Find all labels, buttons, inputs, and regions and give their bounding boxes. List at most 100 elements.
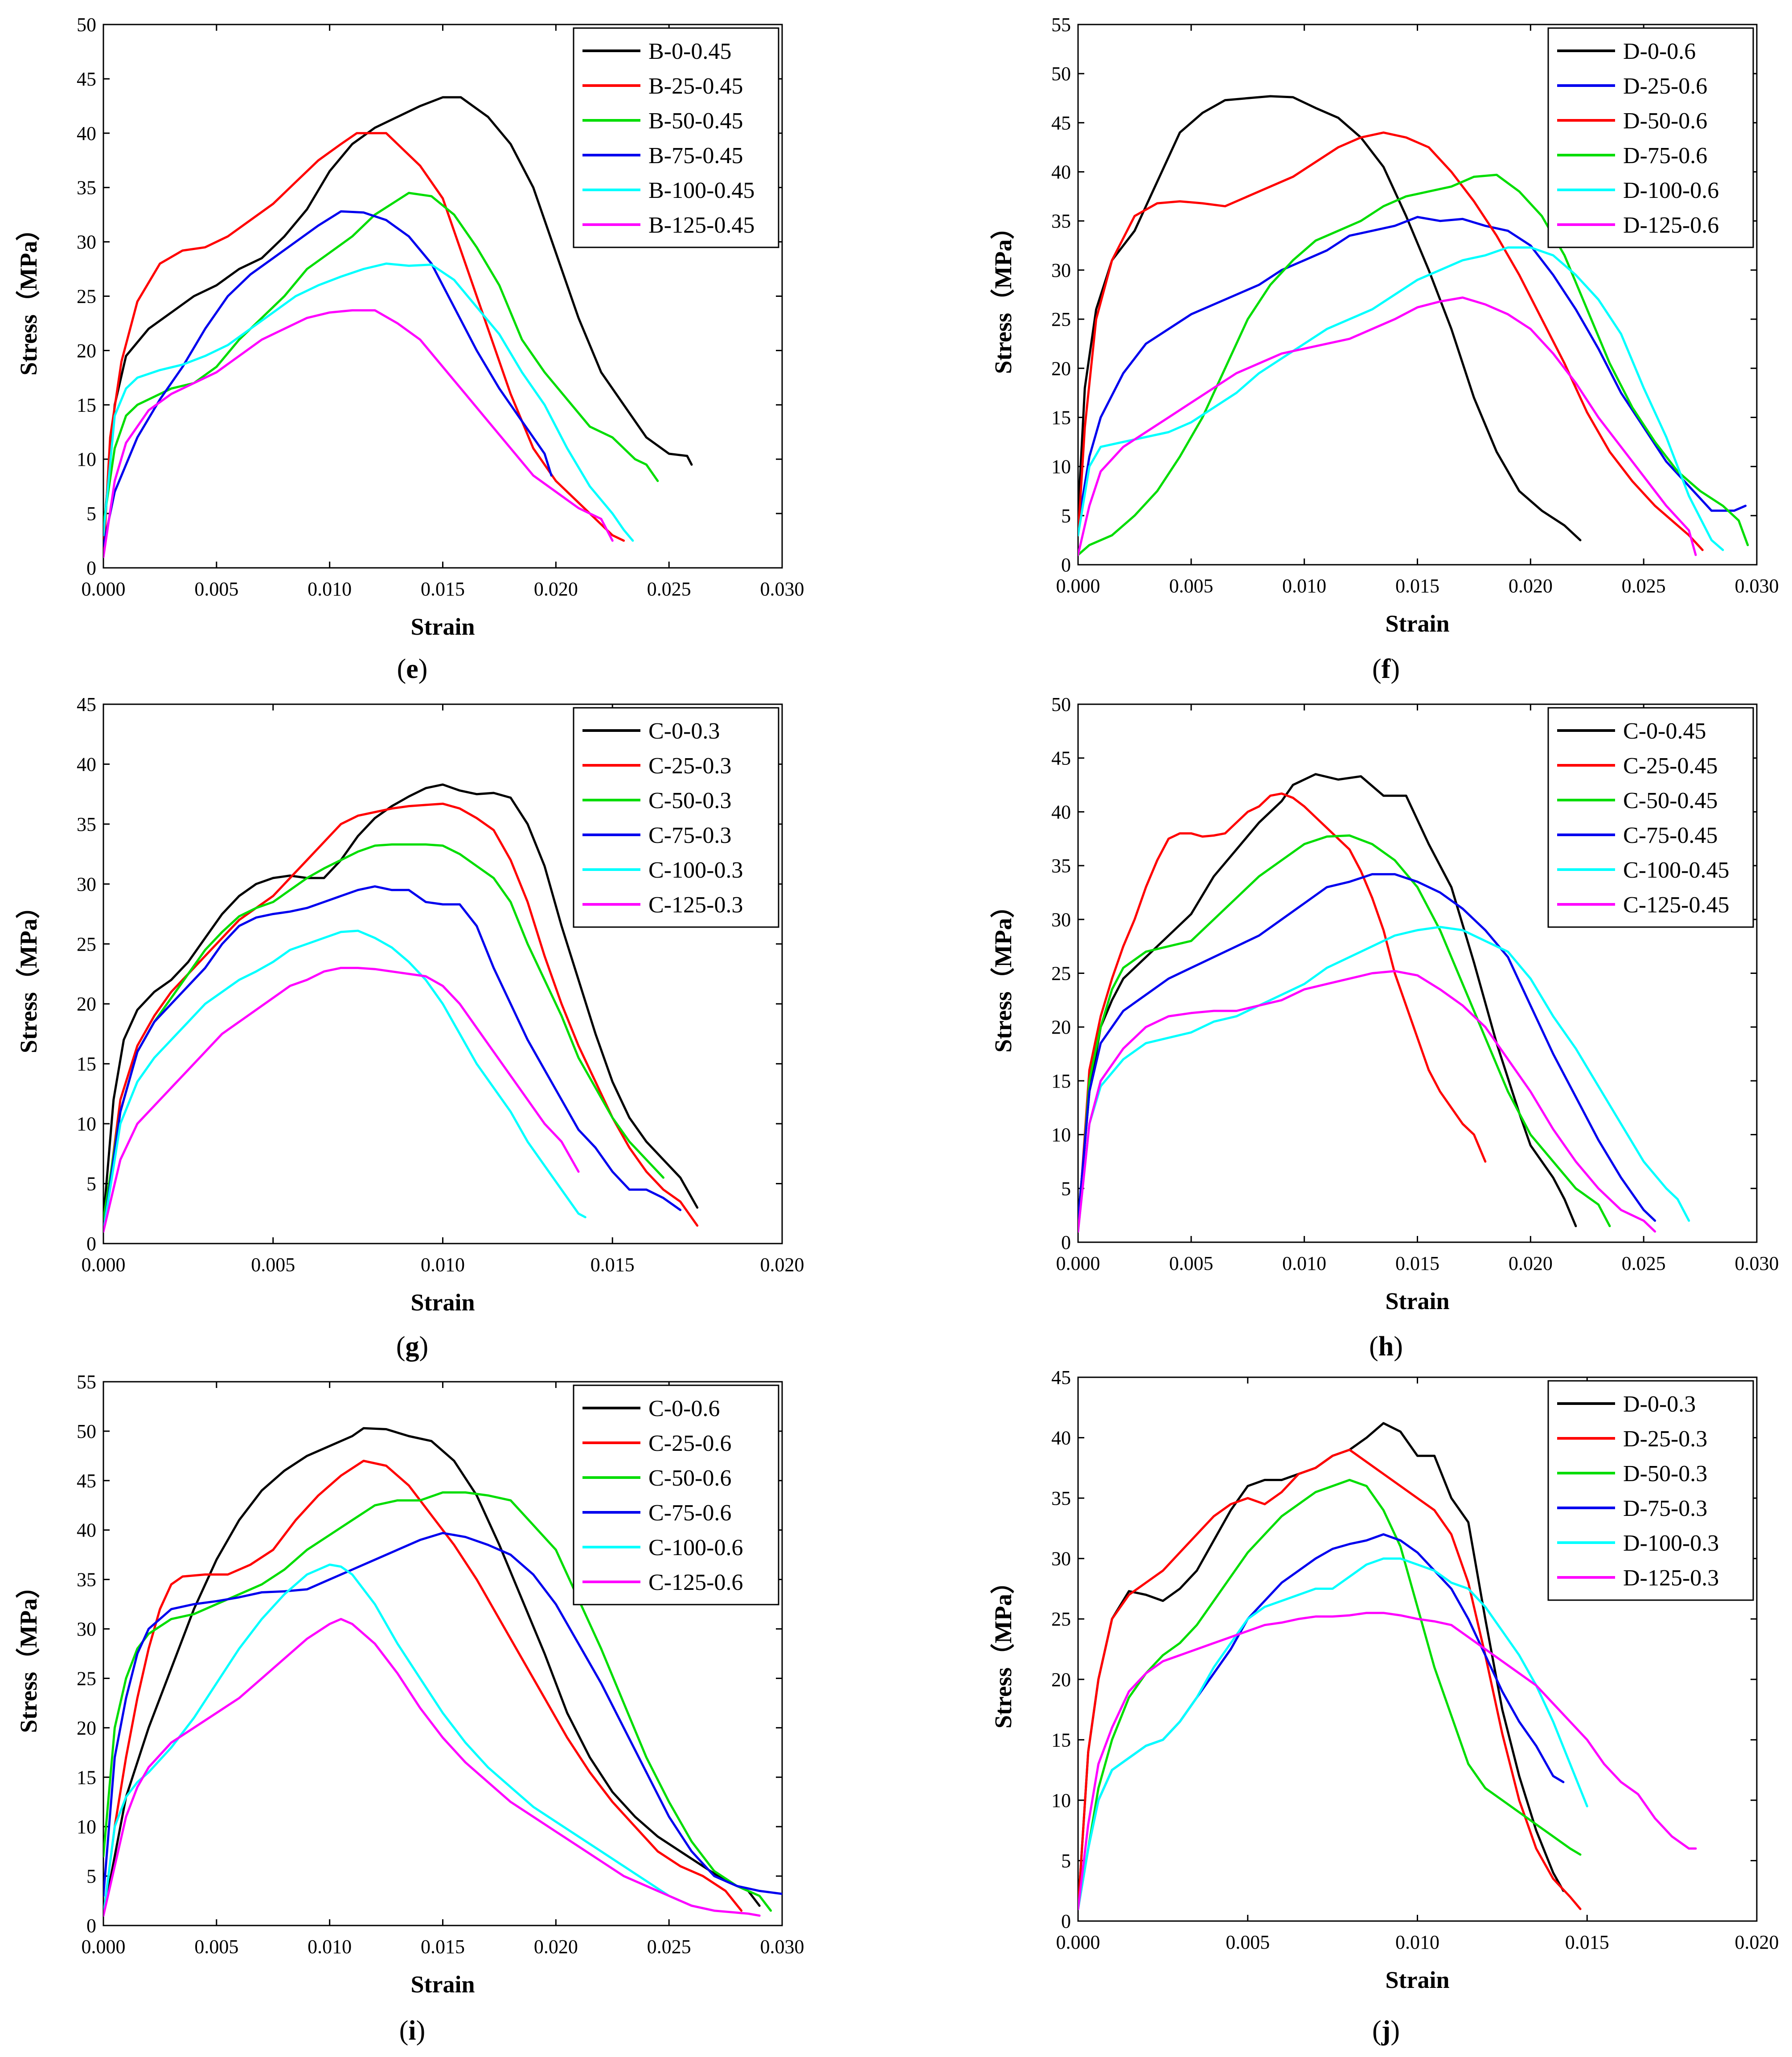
legend-label: B-0-0.45 (648, 39, 731, 64)
chart-panel-i: 0.000 0.005 0.010 0.015 0.020 0.025 0.030 0 5 10 1… (14, 1364, 804, 2024)
y-tick-label: 40 (77, 753, 96, 775)
legend-label: D-50-0.3 (1623, 1461, 1707, 1486)
y-tick-label: 45 (77, 694, 96, 715)
x-tick-label: 0.025 (1622, 1252, 1666, 1274)
y-tick-label: 55 (77, 1371, 96, 1393)
y-tick-label: 25 (77, 1667, 96, 1689)
chart-g: 0.000 0.005 0.010 0.015 0.020 0 5 10 15 20 25 30 35 4… (15, 694, 804, 1316)
series-line-C-75-0.6 (103, 1531, 782, 1897)
chart-e: 0.000 0.005 0.010 0.015 0.020 0.025 0.030 0 5 10 1… (15, 14, 804, 640)
x-tick-label: 0.005 (194, 1936, 238, 1958)
y-tick-label: 10 (77, 448, 96, 470)
legend-label: B-75-0.45 (648, 143, 743, 168)
legend-label: C-25-0.3 (648, 753, 731, 779)
x-tick-label: 0.020 (1735, 1931, 1779, 1953)
series-line-D-75-0.6 (1078, 173, 1749, 556)
legend-label: D-50-0.6 (1623, 108, 1707, 134)
series-line-C-0-0.6 (103, 1427, 761, 1917)
y-tick-label: 10 (77, 1113, 96, 1135)
y-tick-label: 20 (1051, 1016, 1071, 1038)
y-tick-label: 10 (1051, 1124, 1071, 1146)
y-tick-label: 50 (77, 14, 96, 36)
x-tick-label: 0.010 (1395, 1931, 1439, 1953)
caption-f: (f) (1372, 654, 1400, 684)
y-tick-label: 40 (77, 1519, 96, 1541)
series-group (103, 1427, 782, 1917)
x-axis-title: Strain (1385, 610, 1449, 637)
y-tick-label: 30 (1051, 1548, 1071, 1570)
y-tick-label: 45 (1051, 747, 1071, 769)
legend-label: C-50-0.3 (648, 788, 731, 813)
y-axis-title: Stress（MPa） (990, 1570, 1017, 1729)
caption-j: (j) (1372, 2016, 1400, 2046)
legend-label: C-25-0.45 (1623, 753, 1718, 779)
series-line-B-75-0.45 (103, 210, 553, 547)
series-group (1078, 95, 1749, 556)
y-tick-label: 45 (77, 1470, 96, 1492)
legend-label: D-75-0.6 (1623, 143, 1707, 168)
series-group (103, 96, 693, 558)
x-axis-title: Strain (410, 1289, 475, 1316)
x-tick-label: 0.030 (760, 578, 804, 600)
legend-label: D-0-0.3 (1623, 1392, 1696, 1417)
series-line-D-25-0.3 (1078, 1449, 1582, 1910)
chart-panel-e: 0.000 0.005 0.010 0.015 0.020 0.025 0.030 0 5 10 1… (14, 7, 804, 666)
series-group (1078, 773, 1690, 1233)
legend-label: D-0-0.6 (1623, 39, 1696, 64)
legend-label: C-25-0.6 (648, 1431, 731, 1456)
x-tick-label: 0.030 (760, 1936, 804, 1958)
series-line-C-125-0.3 (103, 967, 580, 1233)
legend-label: B-100-0.45 (648, 178, 755, 203)
y-tick-label: 0 (86, 1915, 96, 1937)
x-tick-label: 0.020 (534, 578, 578, 600)
y-tick-label: 35 (1051, 210, 1071, 232)
y-tick-label: 5 (1061, 1850, 1071, 1872)
x-axis-title: Strain (1385, 1967, 1449, 1993)
x-tick-label: 0.000 (82, 1254, 126, 1276)
series-group (1078, 1422, 1697, 1910)
y-tick-label: 10 (1051, 456, 1071, 478)
y-tick-label: 5 (1061, 505, 1071, 527)
chart-panel-f: 0.000 0.005 0.010 0.015 0.020 0.025 0.030 0 5 10 1… (989, 7, 1779, 663)
series-line-B-50-0.45 (103, 192, 659, 526)
x-tick-label: 0.010 (308, 578, 352, 600)
series-line-B-25-0.45 (103, 132, 625, 558)
x-axis-title: Strain (1385, 1288, 1449, 1314)
y-tick-label: 5 (1061, 1178, 1071, 1199)
y-tick-label: 25 (1051, 963, 1071, 985)
legend-box (573, 1384, 779, 1605)
y-tick-label: 50 (77, 1421, 96, 1442)
legend-label: C-125-0.6 (648, 1570, 743, 1595)
x-tick-label: 0.015 (1565, 1931, 1609, 1953)
series-line-D-50-0.6 (1078, 131, 1704, 551)
legend-label: B-125-0.45 (648, 213, 755, 238)
x-tick-label: 0.020 (1509, 1252, 1553, 1274)
legend-box (573, 707, 779, 928)
y-tick-label: 0 (1061, 1232, 1071, 1253)
y-tick-label: 0 (86, 557, 96, 579)
chart-panel-h: 0.000 0.005 0.010 0.015 0.020 0.025 0.030 0 5 10 1… (989, 686, 1779, 1340)
series-line-B-125-0.45 (103, 309, 614, 558)
y-tick-label: 30 (1051, 259, 1071, 281)
series-line-C-100-0.3 (103, 929, 586, 1233)
chart-panel-j: 0.000 0.005 0.010 0.015 0.020 0 5 10 15 20 25 30 35 4… (989, 1359, 1779, 2019)
y-tick-label: 20 (1051, 357, 1071, 379)
y-tick-label: 35 (77, 177, 96, 199)
series-line-C-50-0.45 (1078, 834, 1611, 1233)
y-tick-label: 30 (77, 231, 96, 253)
y-tick-label: 15 (1051, 406, 1071, 428)
y-tick-label: 15 (77, 394, 96, 416)
legend-label: B-25-0.45 (648, 74, 743, 99)
x-tick-label: 0.000 (1056, 1252, 1100, 1274)
series-line-C-125-0.6 (103, 1618, 761, 1917)
y-tick-label: 20 (1051, 1669, 1071, 1691)
series-line-C-50-0.3 (103, 843, 664, 1221)
legend-label: C-100-0.3 (648, 858, 743, 883)
legend: C-0-0.45 C-25-0.45 C-50-0.45 C-75-0.45 C-100… (1547, 707, 1754, 928)
y-tick-label: 35 (77, 813, 96, 835)
legend-label: C-50-0.6 (648, 1466, 731, 1491)
legend-label: D-25-0.3 (1623, 1426, 1707, 1452)
x-tick-label: 0.010 (1282, 1252, 1326, 1274)
series-line-C-25-0.45 (1078, 792, 1487, 1233)
y-tick-label: 35 (77, 1569, 96, 1591)
